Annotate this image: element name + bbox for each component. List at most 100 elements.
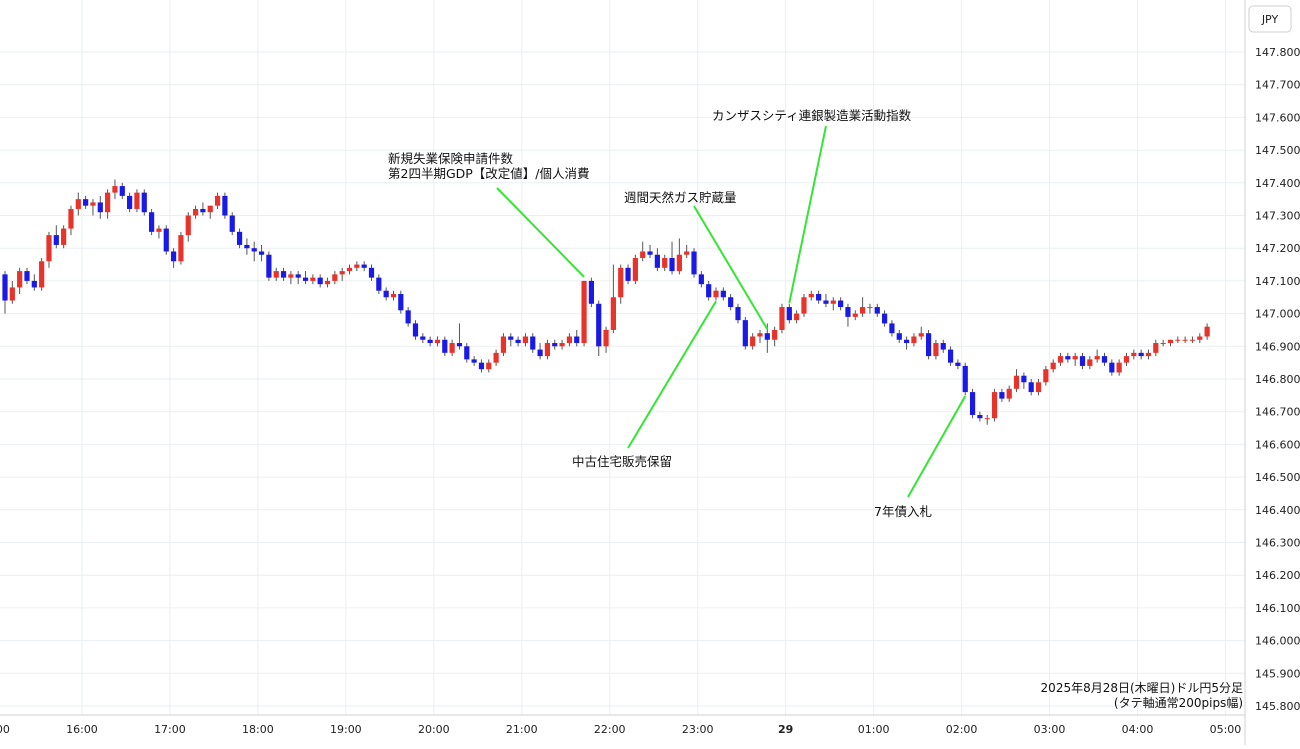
candle-body-down xyxy=(999,392,1005,399)
candle xyxy=(214,192,221,209)
candle-body-down xyxy=(728,297,734,308)
candle-body-down xyxy=(955,362,961,366)
candle-body-down xyxy=(383,290,389,298)
candle-body-up xyxy=(17,271,23,288)
candle xyxy=(222,192,228,219)
candle xyxy=(119,182,125,200)
candle-body-down xyxy=(874,307,880,314)
candle xyxy=(68,205,74,236)
candle xyxy=(1167,339,1174,347)
candle-body-down xyxy=(97,202,103,213)
candle-body-down xyxy=(698,274,704,285)
candle xyxy=(654,248,660,272)
candle xyxy=(852,310,858,321)
candle-body-down xyxy=(368,267,375,278)
candle-body-down xyxy=(442,339,448,353)
x-tick-label: 20:00 xyxy=(418,723,450,736)
candle xyxy=(1057,352,1064,366)
candle xyxy=(955,359,961,370)
candle xyxy=(632,254,638,285)
x-tick-label: 18:00 xyxy=(242,723,274,736)
candle xyxy=(984,414,990,425)
candle xyxy=(493,349,499,366)
candle xyxy=(295,271,301,285)
candle xyxy=(552,339,558,350)
candle xyxy=(860,297,866,317)
candle xyxy=(508,333,514,347)
candle xyxy=(947,346,954,366)
candle-body-down xyxy=(317,277,323,285)
candle xyxy=(742,316,748,350)
candle xyxy=(1021,372,1027,389)
candle xyxy=(728,293,734,311)
candle-body-down xyxy=(515,339,521,344)
candle xyxy=(90,199,96,216)
candle xyxy=(999,388,1005,402)
candle-body-down xyxy=(742,320,748,347)
candle xyxy=(273,267,279,281)
candle xyxy=(698,271,704,288)
candle-body-up xyxy=(332,274,338,281)
candle xyxy=(112,179,118,200)
candle xyxy=(442,336,448,357)
candle xyxy=(816,290,822,304)
candle-body-up xyxy=(676,254,682,272)
x-tick-label: 16:00 xyxy=(66,723,98,736)
candle xyxy=(266,251,272,281)
candle xyxy=(896,329,902,344)
candle-body-up xyxy=(772,329,778,340)
candle-body-down xyxy=(478,362,485,370)
candle xyxy=(911,333,917,347)
candle-body-up xyxy=(684,251,690,255)
candle xyxy=(1065,352,1071,363)
candle-body-up xyxy=(1197,336,1203,340)
candle-body-up xyxy=(984,418,990,420)
candle xyxy=(1131,349,1137,360)
candle-body-down xyxy=(962,365,968,393)
candle-body-down xyxy=(691,251,697,275)
candle-body-up xyxy=(1050,362,1056,370)
candle-body-up xyxy=(112,186,118,193)
candle xyxy=(933,339,939,360)
candle xyxy=(500,333,507,357)
candle-body-up xyxy=(324,280,331,285)
candle xyxy=(1035,379,1042,396)
candle-body-down xyxy=(1109,362,1115,373)
candle xyxy=(940,339,946,353)
candle xyxy=(134,189,140,213)
candle xyxy=(706,280,712,301)
caption-line-2: (タテ軸通常200pips幅) xyxy=(1114,695,1243,710)
candle-body-down xyxy=(882,313,888,324)
candle xyxy=(713,287,719,301)
candle xyxy=(1160,339,1166,347)
candle-body-up xyxy=(867,307,873,309)
candle xyxy=(676,238,682,275)
candle xyxy=(640,241,646,262)
candle xyxy=(332,271,338,285)
candle-body-up xyxy=(68,208,74,229)
currency-label: JPY xyxy=(1261,13,1279,26)
candle-body-down xyxy=(596,303,602,347)
candle-body-down xyxy=(251,248,257,252)
x-tick-label: 29 xyxy=(778,723,793,736)
candle xyxy=(1123,352,1130,366)
candle-body-up xyxy=(1006,388,1012,399)
candle-body-down xyxy=(141,192,147,213)
y-tick-label: 146.500 xyxy=(1255,471,1300,484)
candle-body-up xyxy=(192,208,199,216)
candle xyxy=(530,333,536,353)
candle xyxy=(1101,352,1108,366)
x-tick-label: 05:00 xyxy=(1210,723,1242,736)
candle-body-up xyxy=(779,307,785,330)
candle-body-down xyxy=(940,343,946,350)
annotation-label: 新規失業保険申請件数 xyxy=(388,151,514,166)
candle-body-down xyxy=(508,336,514,340)
candle xyxy=(280,267,287,281)
y-tick-label: 146.700 xyxy=(1255,406,1300,419)
candle-body-down xyxy=(200,208,206,213)
candle xyxy=(434,336,441,347)
candle-body-up xyxy=(640,251,646,259)
candle xyxy=(874,303,880,317)
candle-body-down xyxy=(537,349,543,357)
